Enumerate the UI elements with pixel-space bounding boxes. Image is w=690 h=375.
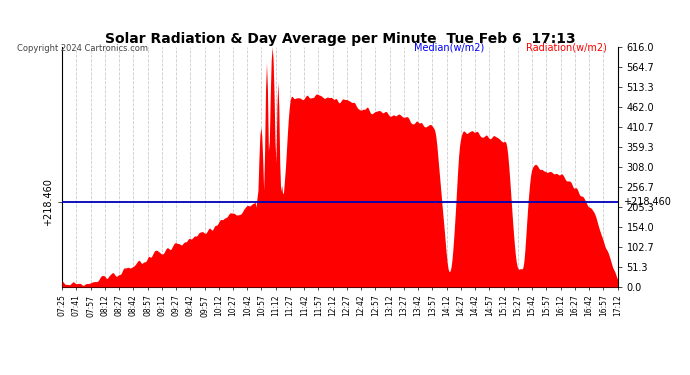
Text: Copyright 2024 Cartronics.com: Copyright 2024 Cartronics.com	[17, 44, 148, 52]
Text: +218.460: +218.460	[623, 197, 671, 207]
Title: Solar Radiation & Day Average per Minute  Tue Feb 6  17:13: Solar Radiation & Day Average per Minute…	[104, 32, 575, 46]
Text: Radiation(w/m2): Radiation(w/m2)	[526, 43, 607, 52]
Text: Median(w/m2): Median(w/m2)	[414, 43, 484, 52]
